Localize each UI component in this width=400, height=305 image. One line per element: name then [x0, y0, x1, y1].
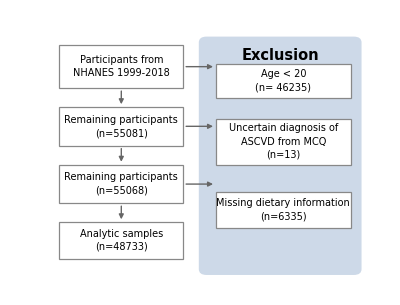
FancyBboxPatch shape [59, 222, 183, 259]
FancyBboxPatch shape [216, 192, 351, 228]
Text: Uncertain diagnosis of
ASCVD from MCQ
(n=13): Uncertain diagnosis of ASCVD from MCQ (n… [229, 124, 338, 160]
Text: Remaining participants
(n=55081): Remaining participants (n=55081) [64, 115, 178, 138]
Text: Age < 20
(n= 46235): Age < 20 (n= 46235) [255, 69, 311, 92]
Text: Remaining participants
(n=55068): Remaining participants (n=55068) [64, 172, 178, 196]
FancyBboxPatch shape [216, 64, 351, 98]
Text: Analytic samples
(n=48733): Analytic samples (n=48733) [80, 229, 163, 252]
FancyBboxPatch shape [216, 119, 351, 165]
FancyBboxPatch shape [59, 165, 183, 203]
Text: Participants from
NHANES 1999-2018: Participants from NHANES 1999-2018 [73, 55, 170, 78]
FancyBboxPatch shape [59, 107, 183, 146]
Text: Missing dietary information
(n=6335): Missing dietary information (n=6335) [216, 198, 350, 221]
FancyBboxPatch shape [59, 45, 183, 88]
Text: Exclusion: Exclusion [241, 48, 319, 63]
FancyBboxPatch shape [199, 37, 362, 275]
